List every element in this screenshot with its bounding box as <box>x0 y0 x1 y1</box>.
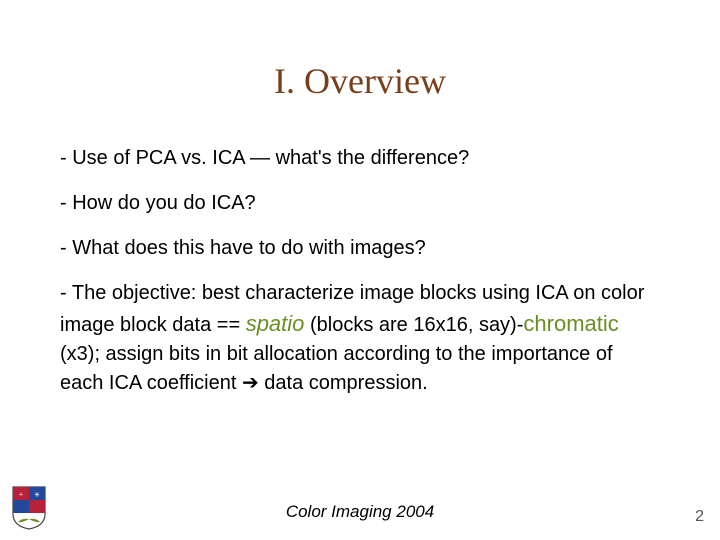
spatio-word: spatio <box>246 311 305 336</box>
page-number: 2 <box>695 508 704 526</box>
arrow-icon: ➔ <box>242 372 259 394</box>
bullet-text: (blocks are 16x16, say)- <box>304 314 523 336</box>
bullet-text: data compression. <box>259 372 428 394</box>
bullet-list: - Use of PCA vs. ICA — what's the differ… <box>60 144 660 398</box>
bullet-item: - What does this have to do with images? <box>60 234 660 263</box>
bullet-item: - Use of PCA vs. ICA — what's the differ… <box>60 144 660 173</box>
bullet-item: - How do you do ICA? <box>60 189 660 218</box>
slide-container: I. Overview - Use of PCA vs. ICA — what'… <box>0 0 720 540</box>
crest-logo-icon: + ☀ <box>12 486 46 530</box>
footer-title: Color Imaging 2004 <box>0 502 720 522</box>
svg-text:☀: ☀ <box>34 491 40 499</box>
chromatic-word: chromatic <box>523 311 618 336</box>
bullet-item: - The objective: best characterize image… <box>60 279 660 398</box>
svg-text:+: + <box>19 490 24 499</box>
slide-title: I. Overview <box>60 60 660 102</box>
